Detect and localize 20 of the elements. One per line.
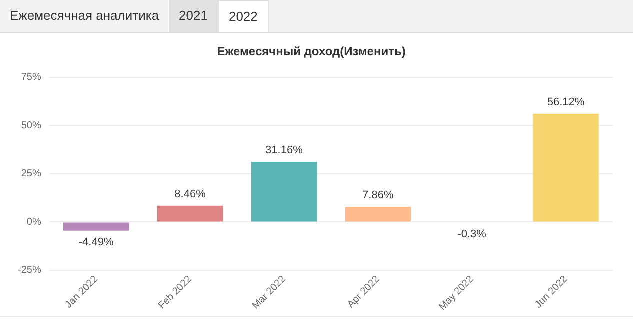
bar	[533, 114, 599, 222]
data-label: 31.16%	[266, 144, 304, 157]
y-tick-label: 0%	[26, 216, 42, 228]
data-label: -4.49%	[78, 236, 114, 248]
y-tick-label: 75%	[21, 72, 42, 84]
bar	[157, 206, 224, 222]
bar	[63, 222, 130, 231]
bar	[345, 207, 412, 222]
text: 2021	[169, 0, 218, 32]
y-tick-label: 25%	[21, 168, 42, 180]
bar	[251, 162, 318, 222]
data-label: 8.46%	[174, 188, 206, 200]
text: 2022	[218, 0, 269, 32]
data-label: 7.86%	[362, 190, 394, 202]
chart-title: Ежемесячный доход(Изменить)	[217, 44, 406, 59]
y-tick-label: 50%	[21, 120, 42, 132]
data-label: -0.3%	[458, 228, 487, 240]
text: Ежемесячная аналитика	[9, 7, 160, 25]
data-label: 56.12%	[547, 96, 585, 108]
y-tick-label: -25%	[18, 265, 42, 276]
